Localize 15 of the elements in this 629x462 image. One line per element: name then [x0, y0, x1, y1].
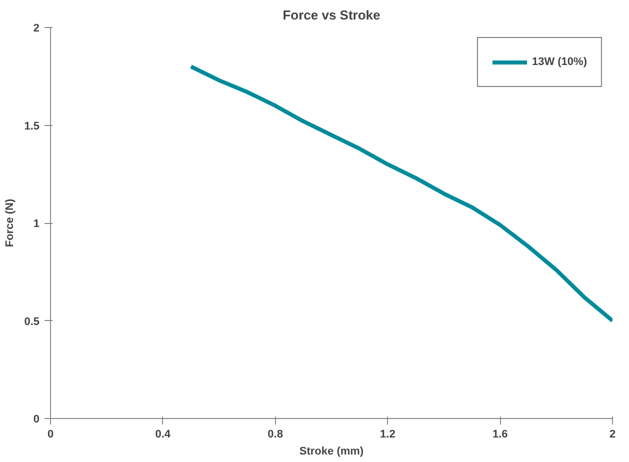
x-tick-label: 0: [47, 428, 54, 440]
x-tick-label: 2: [609, 428, 616, 440]
y-tick-label: 2: [33, 22, 40, 34]
y-axis-title: Force (N): [4, 198, 16, 248]
chart-title: Force vs Stroke: [282, 8, 380, 22]
x-tick-label: 1.6: [492, 428, 508, 440]
legend-label: 13W (10%): [532, 56, 587, 68]
x-tick-label: 0.8: [268, 428, 283, 440]
y-tick-label: 1: [33, 218, 40, 230]
y-tick-label: 0: [33, 414, 40, 426]
x-axis-title: Stroke (mm): [299, 446, 364, 458]
y-tick-label: 1.5: [24, 120, 40, 132]
x-tick-label: 0.4: [155, 428, 172, 440]
x-tick-label: 1.2: [380, 428, 396, 440]
y-tick-label: 0.5: [24, 316, 40, 328]
